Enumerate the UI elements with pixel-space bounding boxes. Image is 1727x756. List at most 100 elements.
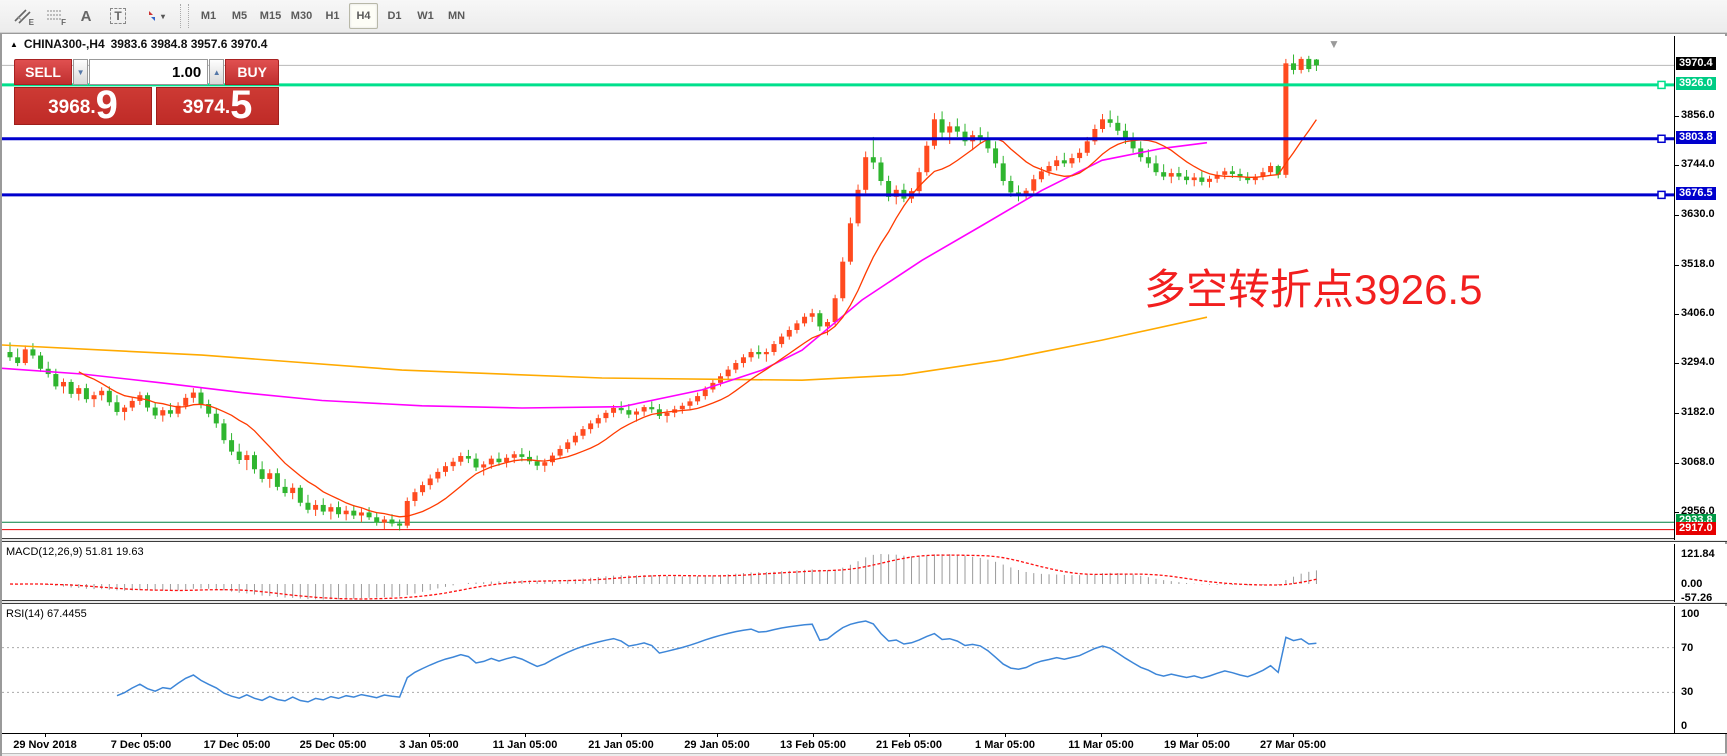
timeframe-button-m1[interactable]: M1: [200, 10, 217, 22]
time-tick-label: 21 Feb 05:00: [875, 739, 943, 751]
time-tick: [1005, 733, 1006, 737]
chart-title: ▲ CHINA300-,H4 3983.6 3984.8 3957.6 3970…: [10, 37, 267, 51]
price-badge: 3803.8: [1676, 130, 1716, 144]
macd-pane[interactable]: [2, 544, 1674, 600]
price-tick: [1675, 264, 1679, 266]
timeframe-bar: M1 M5 M15 M30 H1 H4 D1 W1 MN: [193, 3, 472, 29]
timeframe-button-m30[interactable]: M30: [290, 10, 313, 22]
time-tick-label: 29 Jan 05:00: [684, 739, 750, 751]
price-tick: [1675, 363, 1679, 365]
time-tick: [1197, 733, 1198, 737]
price-tick-label: 3068.0: [1681, 456, 1715, 469]
time-tick: [45, 733, 46, 737]
timeframe-button-h4[interactable]: H4: [349, 3, 378, 29]
volume-decrease-button[interactable]: ▼: [73, 59, 89, 85]
price-chart[interactable]: [2, 36, 1676, 538]
time-tick-label: 1 Mar 05:00: [975, 739, 1035, 751]
sell-price-dot: .: [90, 97, 96, 118]
timeframe-button-mn[interactable]: MN: [447, 10, 466, 22]
time-tick-label: 7 Dec 05:00: [110, 739, 172, 751]
label-glyph: T: [110, 8, 126, 24]
price-axis[interactable]: 3856.0 3744.0 3630.0 3518.0 3406.0 3294.0 3182…: [1674, 36, 1727, 540]
sell-button[interactable]: SELL: [14, 59, 73, 85]
rsi-axis: 100 70 30 0: [1674, 606, 1727, 733]
time-tick: [525, 733, 526, 737]
timeframe-button-w1[interactable]: W1: [417, 10, 434, 22]
price-tick-label: 3294.0: [1681, 356, 1715, 369]
equidistant-channel-icon[interactable]: E: [7, 3, 37, 29]
macd-axis-label: 0.00: [1681, 578, 1703, 590]
time-tick: [141, 733, 142, 737]
price-tick: [1675, 463, 1679, 465]
macd-label: MACD(12,26,9) 51.81 19.63: [6, 546, 144, 558]
rsi-label: RSI(14) 67.4455: [6, 608, 87, 620]
sell-price-button[interactable]: 3968. 9: [14, 83, 152, 127]
volume-increase-button[interactable]: ▲: [209, 59, 225, 85]
timeframe-button-m15[interactable]: M15: [259, 10, 282, 22]
ohlc-values: 3983.6 3984.8 3957.6 3970.4: [110, 37, 268, 51]
time-tick: [909, 733, 910, 737]
time-axis-line: [2, 733, 1727, 734]
time-tick: [333, 733, 334, 737]
time-tick: [621, 733, 622, 737]
price-badge: 3926.0: [1676, 76, 1716, 90]
text-icon[interactable]: A: [80, 7, 92, 25]
chart-window[interactable]: ▲ CHINA300-,H4 3983.6 3984.8 3957.6 3970…: [0, 33, 1727, 756]
time-tick-label: 25 Dec 05:00: [299, 739, 367, 751]
buy-price-dot: .: [224, 97, 231, 118]
price-tick-label: 3406.0: [1681, 307, 1715, 320]
time-tick: [237, 733, 238, 737]
arrows-glyph: [148, 11, 155, 21]
rsi-axis-label: 70: [1681, 641, 1694, 654]
rsi-pane[interactable]: [2, 606, 1674, 733]
time-tick-label: 3 Jan 05:00: [399, 739, 459, 751]
price-tick: [1675, 115, 1679, 117]
label-icon[interactable]: T: [103, 3, 133, 29]
rsi-axis-label: 0: [1681, 720, 1688, 732]
macd-axis: 121.84 0.00 -57.26: [1674, 544, 1727, 604]
rsi-axis-label: 100: [1681, 608, 1700, 620]
time-tick-label: 11 Jan 05:00: [492, 739, 558, 751]
timeframe-button-h1[interactable]: H1: [325, 10, 340, 22]
price-tick-label: 3744.0: [1681, 158, 1715, 171]
one-click-trade-panel: SELL ▼ ▲ BUY 3968.9 3974.5: [14, 59, 279, 125]
fibonacci-icon[interactable]: F: [39, 3, 69, 29]
toolbar-separator: [180, 4, 189, 28]
buy-price-main: 3974: [182, 97, 225, 118]
arrows-icon[interactable]: ▾: [135, 3, 175, 29]
price-badge: 3970.4: [1676, 57, 1716, 71]
price-tick-label: 3856.0: [1681, 108, 1715, 121]
dropdown-caret-icon: ▾: [160, 11, 165, 21]
price-badge: 2917.0: [1676, 521, 1716, 535]
time-tick-label: 27 Mar 05:00: [1259, 739, 1327, 751]
time-tick-label: 11 Mar 05:00: [1068, 739, 1134, 751]
buy-price-big-digit: 5: [230, 83, 253, 127]
pane-splitter[interactable]: [2, 538, 1727, 542]
time-tick: [1293, 733, 1294, 737]
time-tick: [717, 733, 718, 737]
macd-axis-label: 121.84: [1681, 548, 1715, 560]
window-bottom-edge: [2, 753, 1727, 756]
price-tick: [1675, 165, 1679, 167]
time-tick-label: 21 Jan 05:00: [588, 739, 654, 751]
sell-price-main: 3968: [48, 97, 91, 118]
sell-price-big-digit: 9: [95, 83, 118, 127]
timeframe-button-m5[interactable]: M5: [231, 10, 248, 22]
fibonacci-glyph: [47, 10, 61, 20]
time-tick-label: 17 Dec 05:00: [203, 739, 271, 751]
buy-price-button[interactable]: 3974. 5: [156, 83, 279, 127]
pane-splitter[interactable]: [2, 600, 1727, 604]
collapse-arrow-icon[interactable]: ▲: [10, 39, 18, 49]
time-tick: [813, 733, 814, 737]
annotation-text: 多空转折点3926.5: [1144, 266, 1483, 313]
price-tick-label: 3630.0: [1681, 208, 1715, 221]
volume-input[interactable]: [89, 59, 209, 85]
time-tick-label: 19 Mar 05:00: [1163, 739, 1231, 751]
buy-button[interactable]: BUY: [225, 59, 279, 85]
time-axis[interactable]: 29 Nov 2018 7 Dec 05:00 17 Dec 05:00 25 Dec…: [2, 733, 1727, 754]
price-tick: [1675, 512, 1679, 514]
tool-sub-letter: E: [28, 18, 34, 27]
scroll-end-marker-icon: ▼: [1328, 37, 1340, 51]
timeframe-button-d1[interactable]: D1: [387, 10, 402, 22]
